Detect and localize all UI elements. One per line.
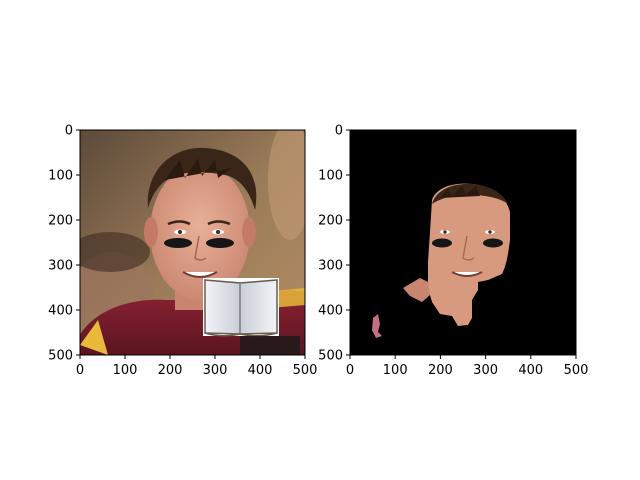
y-tick-label: 100: [318, 169, 343, 184]
left-axes-frame: [79, 129, 306, 356]
y-tick-label: 300: [48, 259, 73, 274]
y-tick-label: 0: [65, 124, 73, 139]
y-tick-label: 200: [48, 214, 73, 229]
x-tick-label: 100: [383, 363, 408, 378]
x-tick-label: 500: [564, 363, 589, 378]
x-tick-label: 500: [293, 363, 318, 378]
x-tick-label: 0: [76, 363, 84, 378]
y-tick-label: 100: [48, 169, 73, 184]
x-tick-label: 300: [203, 363, 228, 378]
x-tick-label: 400: [518, 363, 543, 378]
x-tick-label: 200: [428, 363, 453, 378]
x-tick-label: 200: [158, 363, 183, 378]
x-tick-label: 400: [248, 363, 273, 378]
y-tick-label: 300: [318, 259, 343, 274]
y-tick-label: 400: [318, 304, 343, 319]
right-axes-frame: [349, 129, 577, 356]
y-tick-label: 0: [335, 124, 343, 139]
x-tick-label: 300: [473, 363, 498, 378]
y-tick-label: 500: [318, 349, 343, 364]
right-image: [350, 130, 576, 355]
x-tick-label: 0: [346, 363, 354, 378]
left-image: [80, 130, 305, 355]
x-tick-label: 100: [113, 363, 138, 378]
y-tick-label: 200: [318, 214, 343, 229]
y-tick-label: 400: [48, 304, 73, 319]
y-tick-label: 500: [48, 349, 73, 364]
open-book-icon: [203, 278, 279, 337]
